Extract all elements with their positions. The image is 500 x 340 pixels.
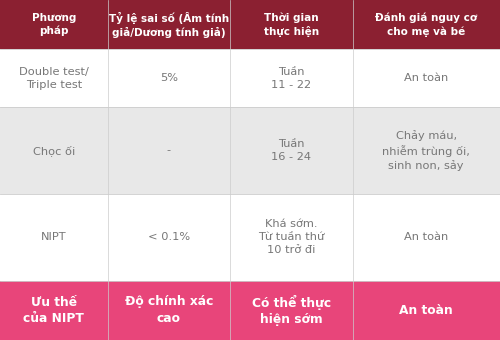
Text: Độ chính xác
cao: Độ chính xác cao (124, 295, 213, 325)
Text: Có thể thực
hiện sớm: Có thể thực hiện sớm (252, 294, 331, 326)
Text: -: - (166, 146, 171, 155)
Text: Chảy máu,
nhiễm trùng ối,
sinh non, sảy: Chảy máu, nhiễm trùng ối, sinh non, sảy (382, 130, 470, 171)
Text: Khá sớm.
Từ tuần thứ
10 trở đi: Khá sớm. Từ tuần thứ 10 trở đi (258, 219, 324, 255)
Text: An toàn: An toàn (404, 232, 448, 242)
Text: < 0.1%: < 0.1% (148, 232, 190, 242)
Text: Phương
pháp: Phương pháp (32, 13, 76, 36)
Bar (0, 0, 500, 49)
Text: Tuần
16 - 24: Tuần 16 - 24 (271, 139, 311, 162)
Text: NIPT: NIPT (41, 232, 66, 242)
Text: Ưu thế
của NIPT: Ưu thế của NIPT (24, 295, 84, 325)
Text: An toàn: An toàn (400, 304, 453, 317)
Text: An toàn: An toàn (404, 73, 448, 83)
Text: Thời gian
thực hiện: Thời gian thực hiện (264, 12, 319, 37)
Bar (0, 49, 500, 107)
Text: Double test/
Triple test: Double test/ Triple test (19, 67, 88, 90)
Text: Đánh giá nguy cơ
cho mẹ và bé: Đánh giá nguy cơ cho mẹ và bé (375, 13, 477, 37)
Text: Chọc ối: Chọc ối (32, 145, 75, 156)
Text: Tỷ lệ sai số (Âm tính
giả/Dương tính giả): Tỷ lệ sai số (Âm tính giả/Dương tính giả… (108, 12, 229, 38)
Text: Tuần
11 - 22: Tuần 11 - 22 (271, 67, 312, 90)
Bar (0, 280, 500, 340)
Text: 5%: 5% (160, 73, 178, 83)
Bar (0, 107, 500, 194)
Bar (0, 194, 500, 280)
